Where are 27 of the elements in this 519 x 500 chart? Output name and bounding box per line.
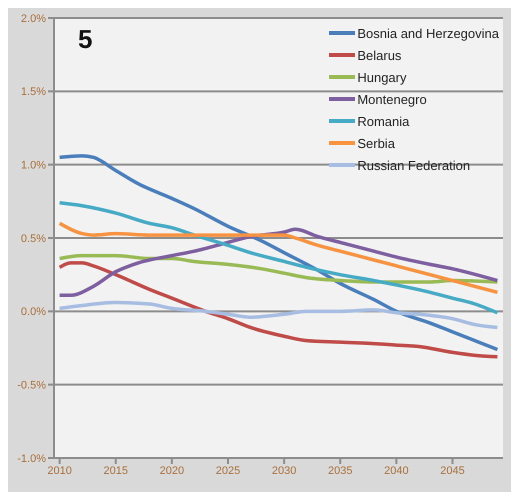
x-tick-label: 2025 — [216, 464, 240, 477]
line-series — [58, 261, 500, 359]
x-tick-label: 2045 — [440, 464, 465, 477]
legend-label: Russian Federation — [357, 158, 470, 172]
x-tick-label: 2030 — [272, 464, 296, 477]
y-tick-label: -0.5% — [17, 380, 46, 392]
y-tick-label: 1.0% — [20, 160, 46, 172]
line-series — [58, 201, 500, 315]
legend-label: Serbia — [357, 136, 395, 150]
legend-label: Montenegro — [357, 92, 427, 106]
y-tick-label: 2.0% — [20, 12, 46, 25]
legend-label: Bosnia and Herzegovina — [357, 26, 499, 40]
line-series — [58, 300, 500, 330]
y-tick-label: 1.5% — [20, 86, 46, 98]
y-tick-label: 0.5% — [20, 232, 46, 245]
x-tick-label: 2010 — [47, 464, 72, 477]
x-tick-label: 2040 — [384, 464, 409, 477]
legend-label: Romania — [357, 114, 410, 128]
y-tick-label: -1.0% — [17, 452, 46, 465]
legend-label: Belarus — [357, 48, 402, 62]
x-tick-label: 2020 — [160, 464, 184, 477]
x-tick-label: 2035 — [328, 464, 352, 477]
x-tick-label: 2015 — [103, 464, 128, 477]
annotation: 5 — [78, 24, 92, 54]
line-series — [58, 154, 500, 352]
y-tick-label: 0.0% — [20, 306, 46, 318]
legend-label: Hungary — [357, 70, 406, 84]
